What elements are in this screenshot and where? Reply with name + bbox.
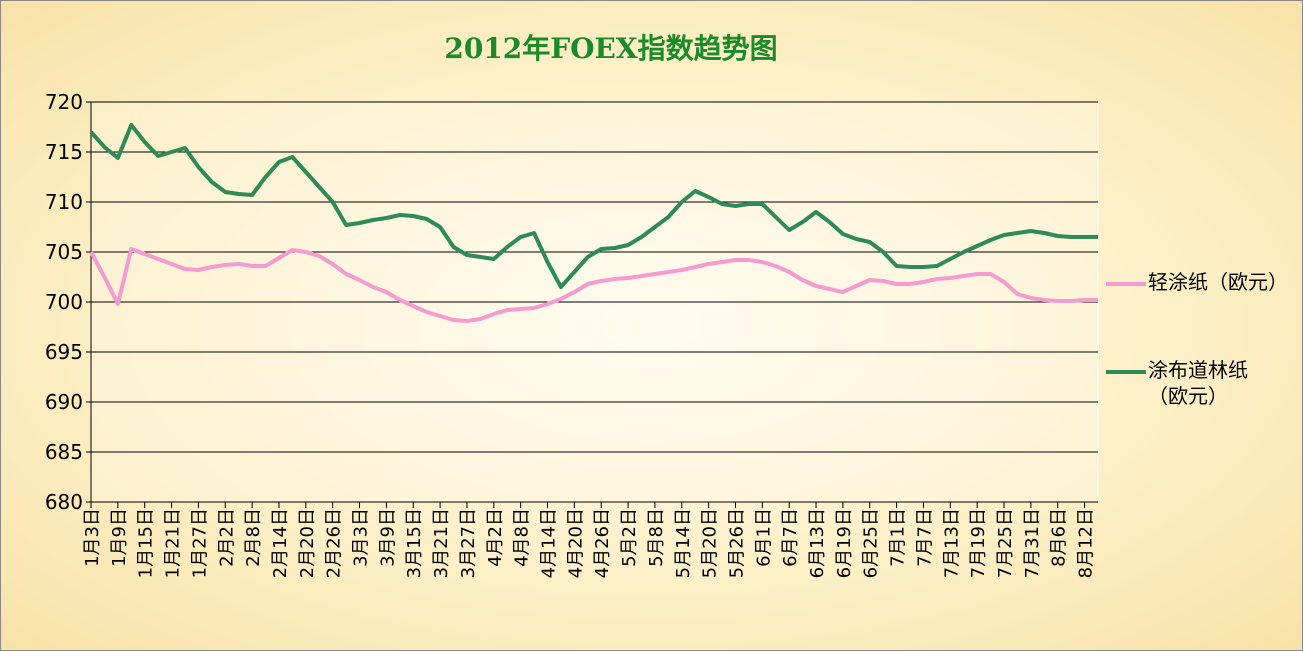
y-tick-label: 700 [45,290,83,314]
x-tick-label: 3月9日 [377,508,398,567]
y-tick-label: 705 [45,240,83,264]
x-tick-label: 2月14日 [270,508,291,578]
x-tick-label: 6月1日 [753,508,774,567]
x-tick-label: 7月1日 [888,508,909,567]
x-tick-label: 1月15日 [136,508,157,578]
x-tick-label: 4月20日 [565,508,586,578]
x-tick-label: 2月8日 [243,508,264,567]
x-tick-label: 1月21日 [163,508,184,578]
x-tick-label: 6月7日 [780,508,801,567]
x-tick-label: 6月25日 [861,508,882,578]
x-tick-label: 5月14日 [673,508,694,578]
y-tick-label: 685 [45,440,83,464]
x-tick-label: 3月15日 [404,508,425,578]
y-tick-label: 710 [45,190,83,214]
x-tick-label: 4月14日 [539,508,560,578]
x-tick-label: 4月2日 [485,508,506,567]
x-tick-label: 7月25日 [995,508,1016,578]
x-tick-label: 5月2日 [619,508,640,567]
x-tick-label: 1月3日 [82,508,103,567]
y-tick-label: 680 [45,490,83,514]
x-tick-label: 4月26日 [592,508,613,578]
legend-entry: 轻涂纸（欧元） [1148,269,1278,295]
y-tick-label: 720 [45,90,83,114]
y-tick-label: 695 [45,340,83,364]
x-tick-label: 4月8日 [512,508,533,567]
x-tick-label: 5月8日 [646,508,667,567]
x-tick-label: 7月7日 [914,508,935,567]
chart: 2012年FOEX指数趋势图 680 685 690 695 700 705 710 715 7… [1,1,1302,650]
x-tick-label: 1月27日 [189,508,210,578]
chart-frame: 2012年FOEX指数趋势图 680 685 690 695 700 705 710 715 7… [0,0,1303,651]
x-tick-label: 5月26日 [726,508,747,578]
x-tick-label: 3月21日 [431,508,452,578]
x-tick-label: 2月2日 [216,508,237,567]
y-tick-label: 690 [45,390,83,414]
x-tick-label: 6月19日 [834,508,855,578]
x-tick-label: 3月27日 [458,508,479,578]
x-tick-label: 7月13日 [941,508,962,578]
x-tick-label: 3月3日 [351,508,372,567]
legend-entry: 涂布道林纸（欧元） [1148,357,1278,409]
y-tick-label: 715 [45,140,83,164]
x-tick-label: 7月19日 [968,508,989,578]
x-tick-label: 8月12日 [1076,508,1097,578]
x-tick-label: 1月9日 [109,508,130,567]
x-tick-label: 5月20日 [700,508,721,578]
chart-title: 2012年FOEX指数趋势图 [444,32,777,65]
x-tick-label: 2月20日 [297,508,318,578]
x-tick-label: 7月31日 [1022,508,1043,578]
legend-label: 轻涂纸（欧元） [1148,270,1288,294]
x-tick-label: 2月26日 [324,508,345,578]
x-tick-label: 6月13日 [807,508,828,578]
x-tick-label: 8月6日 [1049,508,1070,567]
legend-label: 涂布道林纸（欧元） [1148,358,1248,408]
